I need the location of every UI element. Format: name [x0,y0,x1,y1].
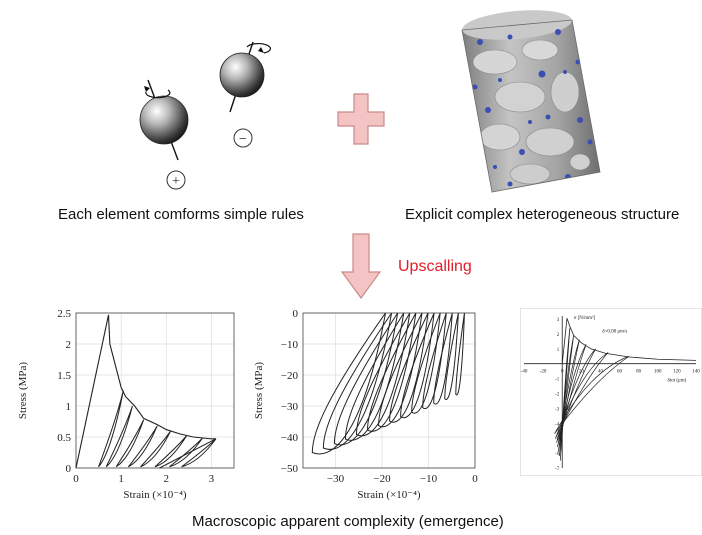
upscaling-label: Upscalling [398,258,472,275]
cyclic-loop [455,312,465,396]
aggregates [472,29,593,187]
x-tick-label: -40 [521,370,528,375]
figure-frame [520,308,702,476]
x-tick-label: 100 [654,370,662,375]
bottom-caption: Macroscopic apparent complexity (emergen… [192,513,504,530]
cycle-loop [558,339,580,452]
envelope-curve [561,318,697,364]
y-tick-label: -7 [555,467,560,472]
cycle-loop [555,352,609,439]
reload-line [159,438,217,469]
y-tick-label: 2 [66,339,72,351]
chart-tensile: 0 1 2 3 0 0.5 1 1.5 2 2.5 Strain (×10⁻⁴) Stress (MP… [17,308,235,501]
chart-compression: −30 −20 −10 0 0 −10 −20 −30 −40 −50 Strain (×10⁻⁴)… [253,308,478,501]
x-tick-label: 0 [472,473,478,485]
left-caption: Each element comforms simple rules [58,206,304,223]
down-arrow-icon [340,233,382,300]
x-tick-label: 3 [209,473,215,485]
x-tick-label: 2 [164,473,170,485]
cyclic-loop [322,312,393,450]
y-tick-label: 1.5 [57,370,71,382]
envelope-curve [75,314,216,469]
x-tick-label: −10 [420,473,438,485]
x-tick-label: −20 [373,473,391,485]
cyclic-loop [389,312,429,423]
x-axis-label: Strain (×10⁻⁴) [123,489,187,501]
y-axis-label: Stress (MPa) [253,362,265,419]
y-tick-label: -6 [555,452,560,457]
x-tick-label: 0 [561,370,564,375]
hysteresis-loop [181,438,217,468]
y-tick-label: -3 [555,407,560,412]
cycle-loop [559,335,575,457]
hysteresis-loop [127,425,158,468]
x-axis-label: δtot (μm) [667,379,686,384]
x-tick-label: 120 [673,370,681,375]
plus-sign-icon [337,93,385,145]
cyclic-loop [444,312,459,401]
hysteresis-loop [115,419,145,468]
y-tick-label: 3 [557,318,560,323]
annotation-label: δ=0.08 μm/s [602,329,627,334]
y-tick-label: -4 [555,422,560,427]
plot-frame [75,312,235,469]
minus-sign: − [239,132,247,147]
x-tick-label: 0 [73,473,79,485]
cycle-loop [556,348,596,443]
cycle-loop [559,327,571,461]
cyclic-loop [333,312,399,446]
hysteresis-loop [140,430,172,468]
y-tick-label: 0 [293,308,299,320]
y-tick-label: −40 [281,432,299,444]
y-tick-label: -1 [555,378,560,383]
charged-sphere-minus-icon: − [219,41,271,148]
y-tick-label: −20 [281,370,299,382]
x-tick-label: 60 [617,370,623,375]
x-tick-label: −30 [327,473,345,485]
elements-illustration: − + [139,41,271,190]
y-tick-label: 1 [557,348,560,353]
x-tick-label: 80 [636,370,642,375]
hysteresis-loop [105,405,133,468]
hysteresis-loop [154,435,188,468]
charged-sphere-plus-icon: + [139,79,189,190]
cyclic-loop [311,312,387,455]
y-tick-label: −10 [281,339,299,351]
y-tick-label: 0.5 [57,432,71,444]
cyclic-loop [355,312,411,437]
x-tick-label: -20 [540,370,547,375]
x-tick-label: 140 [692,370,700,375]
chart-experimental: -40 -20 0 20 40 60 80 100 120 140321-1-2-3-4-5-6-… [520,308,702,476]
y-tick-label: 0 [66,463,72,475]
y-tick-label: −50 [281,463,299,475]
y-tick-label: -2 [555,392,560,397]
y-tick-label: 2 [557,333,560,338]
x-axis-label: Strain (×10⁻⁴) [357,489,421,501]
cycle-loop [554,355,630,434]
x-tick-label: 1 [118,473,124,485]
cyclic-loop [378,312,423,428]
y-tick-label: 1 [66,401,72,413]
y-tick-label: −30 [281,401,299,413]
y-axis-label: Stress (MPa) [17,362,29,419]
y-axis-label: σ [N/mm²] [574,315,596,321]
cyclic-loop [400,312,435,419]
heterogeneous-cylinder-icon [461,10,601,193]
cyclic-loop [422,312,447,410]
hysteresis-loop [98,390,124,468]
y-tick-label: 2.5 [57,308,71,320]
right-caption: Explicit complex heterogeneous structure [405,206,680,223]
cycle-loop [557,344,587,448]
x-tick-label: 40 [598,370,604,375]
plot-frame [302,312,476,469]
cyclic-loop [344,312,405,441]
plus-sign: + [172,174,180,189]
x-tick-label: 20 [579,370,585,375]
